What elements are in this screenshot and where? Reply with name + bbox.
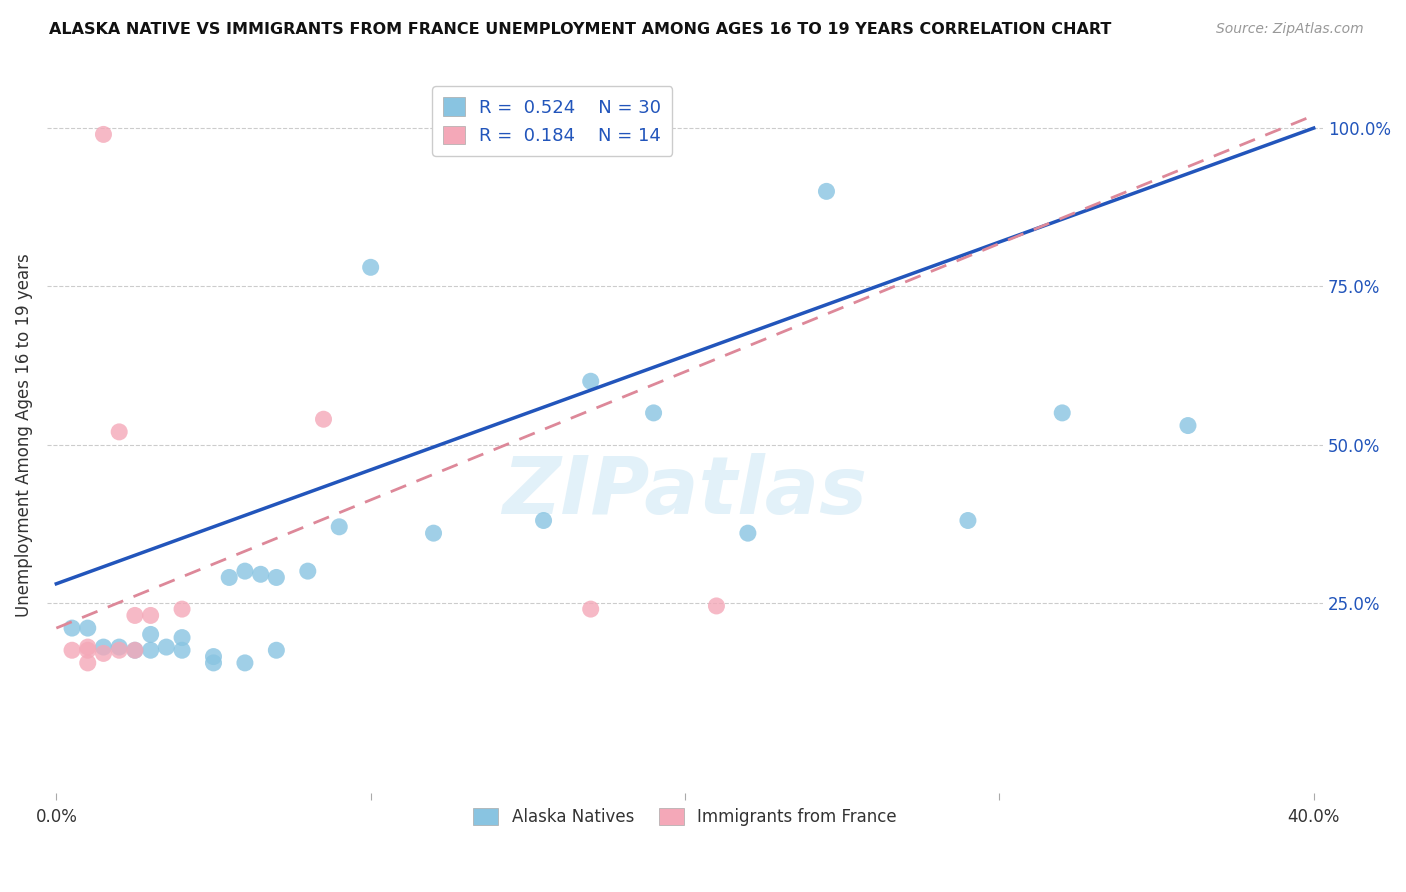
Text: Source: ZipAtlas.com: Source: ZipAtlas.com	[1216, 22, 1364, 37]
Point	[76, 643, 98, 657]
Point	[266, 643, 288, 657]
Point	[76, 621, 98, 635]
Point	[93, 640, 115, 654]
Text: ZIPatlas: ZIPatlas	[502, 453, 868, 532]
Point	[360, 260, 382, 275]
Point	[93, 128, 115, 142]
Point	[956, 514, 979, 528]
Point	[108, 425, 131, 439]
Point	[1050, 406, 1073, 420]
Point	[266, 570, 288, 584]
Point	[170, 643, 193, 657]
Point	[124, 608, 146, 623]
Point	[170, 602, 193, 616]
Point	[218, 570, 240, 584]
Point	[815, 185, 838, 199]
Point	[76, 656, 98, 670]
Point	[93, 647, 115, 661]
Point	[139, 627, 162, 641]
Legend: Alaska Natives, Immigrants from France: Alaska Natives, Immigrants from France	[465, 799, 905, 834]
Point	[233, 656, 256, 670]
Point	[202, 649, 225, 664]
Point	[139, 608, 162, 623]
Point	[155, 640, 177, 654]
Point	[579, 602, 602, 616]
Y-axis label: Unemployment Among Ages 16 to 19 years: Unemployment Among Ages 16 to 19 years	[15, 253, 32, 617]
Point	[108, 643, 131, 657]
Point	[139, 643, 162, 657]
Point	[124, 643, 146, 657]
Point	[297, 564, 319, 578]
Point	[76, 640, 98, 654]
Point	[60, 643, 83, 657]
Point	[706, 599, 728, 613]
Point	[579, 374, 602, 388]
Point	[737, 526, 759, 541]
Point	[249, 567, 271, 582]
Point	[124, 643, 146, 657]
Point	[422, 526, 444, 541]
Point	[328, 520, 350, 534]
Point	[60, 621, 83, 635]
Point	[233, 564, 256, 578]
Point	[202, 656, 225, 670]
Point	[533, 514, 555, 528]
Point	[312, 412, 335, 426]
Text: ALASKA NATIVE VS IMMIGRANTS FROM FRANCE UNEMPLOYMENT AMONG AGES 16 TO 19 YEARS C: ALASKA NATIVE VS IMMIGRANTS FROM FRANCE …	[49, 22, 1112, 37]
Point	[108, 640, 131, 654]
Point	[1177, 418, 1199, 433]
Point	[643, 406, 665, 420]
Point	[170, 631, 193, 645]
